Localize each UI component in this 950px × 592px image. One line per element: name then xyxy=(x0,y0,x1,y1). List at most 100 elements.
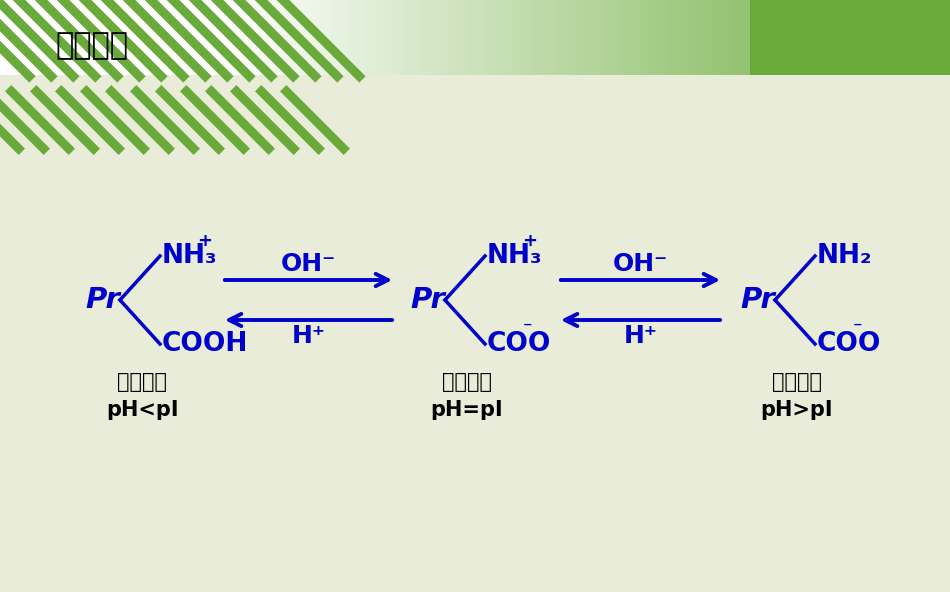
Bar xyxy=(384,0,394,75)
Bar xyxy=(0,0,950,75)
Bar xyxy=(914,0,923,75)
Text: Pr: Pr xyxy=(740,286,775,314)
Bar xyxy=(256,0,267,75)
Bar xyxy=(750,0,950,75)
Bar xyxy=(357,0,367,75)
Text: pH=pI: pH=pI xyxy=(430,400,504,420)
Text: 碱式解离: 碱式解离 xyxy=(772,372,822,392)
Text: NH₂: NH₂ xyxy=(817,243,872,269)
Bar xyxy=(220,0,230,75)
Polygon shape xyxy=(130,85,200,155)
Bar xyxy=(522,0,531,75)
Bar xyxy=(932,0,941,75)
Bar xyxy=(448,0,458,75)
Bar xyxy=(849,0,860,75)
Polygon shape xyxy=(54,0,145,83)
Bar xyxy=(922,0,933,75)
Bar xyxy=(348,0,358,75)
Bar xyxy=(613,0,622,75)
Polygon shape xyxy=(0,85,25,155)
Bar xyxy=(558,0,568,75)
Text: 酸式解离: 酸式解离 xyxy=(117,372,167,392)
Polygon shape xyxy=(180,85,250,155)
Bar xyxy=(658,0,668,75)
Bar xyxy=(567,0,577,75)
Text: 两性解离: 两性解离 xyxy=(55,31,128,60)
Bar xyxy=(503,0,513,75)
Bar xyxy=(302,0,313,75)
Polygon shape xyxy=(99,0,190,83)
Bar xyxy=(284,0,294,75)
Bar xyxy=(576,0,586,75)
Bar xyxy=(859,0,869,75)
Polygon shape xyxy=(5,85,75,155)
Bar xyxy=(676,0,686,75)
Bar xyxy=(238,0,248,75)
Bar xyxy=(895,0,905,75)
Polygon shape xyxy=(0,0,58,83)
Bar xyxy=(768,0,778,75)
Polygon shape xyxy=(155,85,225,155)
Text: +: + xyxy=(198,232,213,250)
Bar xyxy=(841,0,850,75)
Bar xyxy=(704,0,713,75)
Bar xyxy=(247,0,257,75)
Bar xyxy=(366,0,376,75)
Bar xyxy=(540,0,549,75)
Bar xyxy=(429,0,440,75)
Polygon shape xyxy=(55,85,125,155)
Bar xyxy=(940,0,950,75)
Text: COOH: COOH xyxy=(162,331,248,357)
Bar xyxy=(631,0,640,75)
Bar xyxy=(621,0,632,75)
Text: H⁺: H⁺ xyxy=(292,324,326,348)
Polygon shape xyxy=(0,85,50,155)
Bar xyxy=(649,0,659,75)
Bar xyxy=(330,0,340,75)
Bar xyxy=(777,0,787,75)
Bar xyxy=(813,0,824,75)
Text: COO: COO xyxy=(817,331,882,357)
Text: +: + xyxy=(522,232,538,250)
Polygon shape xyxy=(208,0,299,83)
Text: H⁺: H⁺ xyxy=(623,324,657,348)
Bar xyxy=(293,0,303,75)
Text: pH<pI: pH<pI xyxy=(105,400,179,420)
Bar xyxy=(375,0,386,75)
Bar xyxy=(411,0,422,75)
Polygon shape xyxy=(0,0,35,83)
Bar xyxy=(548,0,559,75)
Bar xyxy=(823,0,832,75)
Polygon shape xyxy=(164,0,256,83)
Bar xyxy=(403,0,412,75)
Text: ⁻: ⁻ xyxy=(522,320,532,338)
Bar xyxy=(266,0,275,75)
Bar xyxy=(758,0,769,75)
Text: 兼性离子: 兼性离子 xyxy=(442,372,492,392)
Bar xyxy=(312,0,321,75)
Bar xyxy=(484,0,495,75)
Polygon shape xyxy=(205,85,275,155)
Bar xyxy=(667,0,677,75)
Bar xyxy=(275,0,285,75)
Bar xyxy=(886,0,896,75)
Bar xyxy=(740,0,751,75)
Bar xyxy=(594,0,604,75)
Bar xyxy=(466,0,477,75)
Bar xyxy=(750,0,759,75)
Text: Pr: Pr xyxy=(410,286,445,314)
Bar xyxy=(786,0,796,75)
Polygon shape xyxy=(275,0,366,83)
Text: COO: COO xyxy=(487,331,551,357)
Bar xyxy=(722,0,732,75)
Bar xyxy=(421,0,431,75)
Text: Pr: Pr xyxy=(86,286,120,314)
Text: OH⁻: OH⁻ xyxy=(281,252,336,276)
Polygon shape xyxy=(142,0,234,83)
Bar xyxy=(795,0,805,75)
Bar xyxy=(476,0,485,75)
Bar xyxy=(685,0,695,75)
Polygon shape xyxy=(255,85,325,155)
Polygon shape xyxy=(0,0,80,83)
Bar xyxy=(229,0,239,75)
